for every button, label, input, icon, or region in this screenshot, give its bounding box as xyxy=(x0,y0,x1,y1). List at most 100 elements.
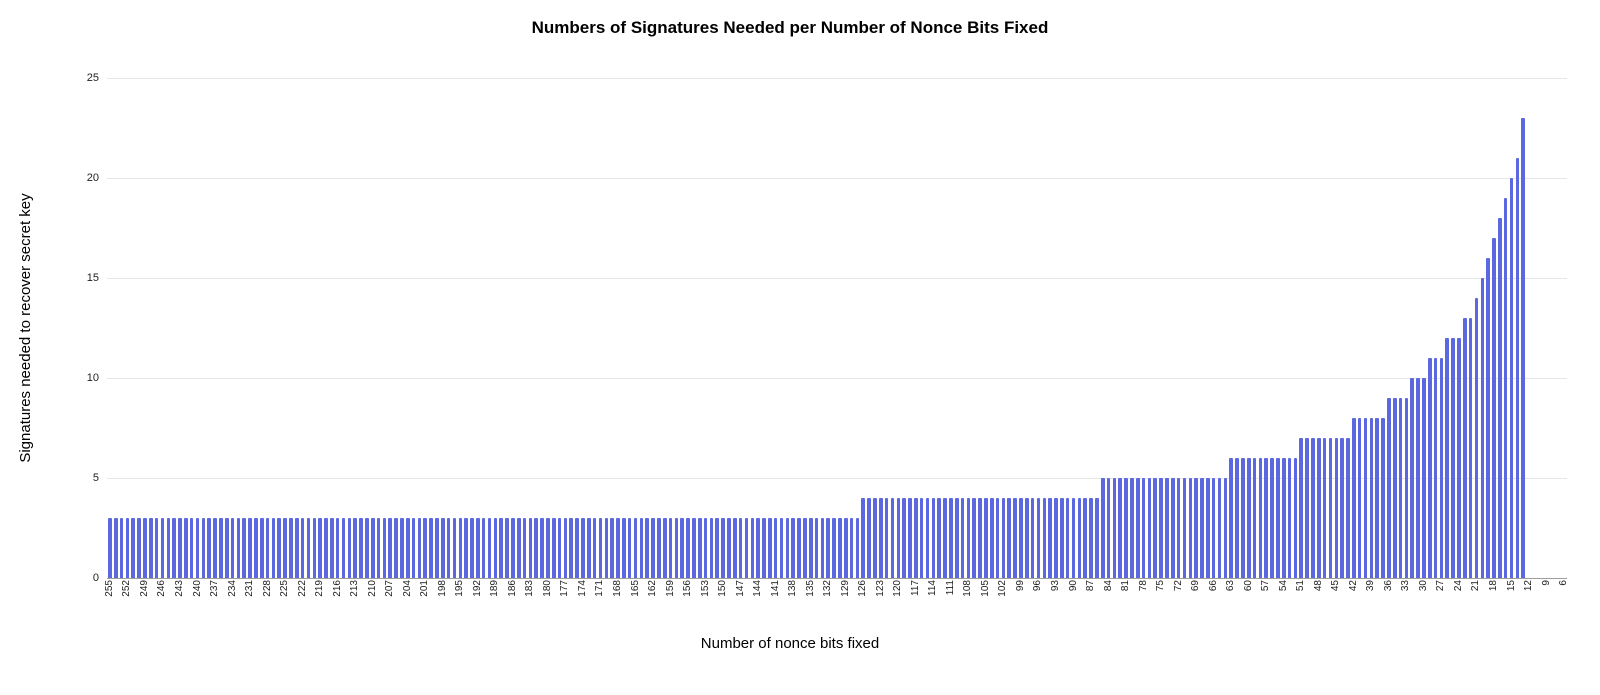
bar xyxy=(820,518,825,578)
x-tick-label: 165 xyxy=(629,580,641,597)
bar xyxy=(1083,498,1087,578)
bar xyxy=(1118,478,1123,578)
x-tick-label: 240 xyxy=(191,580,203,597)
bar xyxy=(528,518,533,578)
y-gridline xyxy=(107,178,1567,179)
bar xyxy=(1433,358,1438,578)
bar xyxy=(154,518,159,578)
x-tick-label: 228 xyxy=(261,580,273,597)
bar xyxy=(1521,118,1525,578)
bar xyxy=(1375,418,1379,578)
bar xyxy=(756,518,760,578)
x-tick-label: 99 xyxy=(1014,580,1026,592)
bar xyxy=(557,518,562,578)
bar xyxy=(1246,458,1251,578)
bar xyxy=(721,518,725,578)
bar xyxy=(762,518,766,578)
x-tick-label: 120 xyxy=(892,580,904,597)
bar xyxy=(1130,478,1134,578)
bar xyxy=(1013,498,1017,578)
x-tick-label: 150 xyxy=(717,580,729,597)
bar xyxy=(1042,498,1047,578)
bar xyxy=(1486,258,1490,578)
bar xyxy=(131,518,136,578)
x-tick-label: 195 xyxy=(454,580,466,597)
bar xyxy=(686,518,690,578)
bar xyxy=(1416,378,1420,578)
bar xyxy=(1060,498,1064,578)
bar xyxy=(160,518,165,578)
bar xyxy=(604,518,609,578)
bar xyxy=(108,518,112,578)
bar xyxy=(1241,458,1245,578)
bar xyxy=(867,498,871,578)
x-tick-label: 192 xyxy=(471,580,483,597)
bar xyxy=(622,518,626,578)
bar xyxy=(960,498,965,578)
bar xyxy=(213,518,217,578)
bar xyxy=(1398,398,1403,578)
bar xyxy=(645,518,649,578)
bar xyxy=(499,518,503,578)
bar xyxy=(382,518,387,578)
bar xyxy=(791,518,795,578)
bar xyxy=(1007,498,1012,578)
x-tick-label: 12 xyxy=(1523,580,1535,592)
bar xyxy=(283,518,287,578)
bar xyxy=(1439,358,1444,578)
y-gridline xyxy=(107,378,1567,379)
x-tick-label: 42 xyxy=(1347,580,1359,592)
bar xyxy=(1311,438,1315,578)
x-tick-label: 126 xyxy=(857,580,869,597)
x-tick-label: 183 xyxy=(524,580,536,597)
x-tick-label: 66 xyxy=(1207,580,1219,592)
bar xyxy=(219,518,223,578)
bar xyxy=(575,518,579,578)
bar xyxy=(458,518,463,578)
bar xyxy=(1299,438,1304,578)
x-axis-title: Number of nonce bits fixed xyxy=(700,635,880,652)
bar xyxy=(1019,498,1023,578)
bar xyxy=(330,518,334,578)
bar xyxy=(651,518,655,578)
x-tick-label: 72 xyxy=(1172,580,1184,592)
bar xyxy=(879,498,883,578)
bar xyxy=(627,518,632,578)
x-tick-label: 6 xyxy=(1558,580,1570,586)
bar xyxy=(522,518,527,578)
bar xyxy=(902,498,906,578)
bar xyxy=(1077,498,1082,578)
bar xyxy=(662,518,667,578)
x-tick-label: 87 xyxy=(1085,580,1097,592)
x-tick-label: 123 xyxy=(874,580,886,597)
bar xyxy=(954,498,959,578)
x-tick-label: 51 xyxy=(1295,580,1307,592)
bar xyxy=(295,518,299,578)
bar xyxy=(248,518,252,578)
bar xyxy=(1346,438,1350,578)
x-tick-label: 15 xyxy=(1505,580,1517,592)
bar xyxy=(1357,418,1362,578)
bar xyxy=(184,518,188,578)
x-tick-label: 147 xyxy=(734,580,746,597)
bar xyxy=(476,518,480,578)
bar xyxy=(1036,498,1041,578)
y-tick-label: 20 xyxy=(86,172,99,184)
bar xyxy=(125,518,130,578)
bar xyxy=(995,498,1000,578)
bar xyxy=(610,518,614,578)
x-tick-label: 252 xyxy=(121,580,133,597)
bar xyxy=(172,518,176,578)
x-tick-label: 189 xyxy=(489,580,501,597)
bar xyxy=(1287,458,1292,578)
x-tick-label: 141 xyxy=(769,580,781,597)
x-tick-label: 60 xyxy=(1242,580,1254,592)
bar xyxy=(113,518,118,578)
bar xyxy=(1147,478,1152,578)
bar xyxy=(598,518,603,578)
x-tick-label: 18 xyxy=(1488,580,1499,592)
y-gridline xyxy=(107,78,1567,79)
x-tick-label: 75 xyxy=(1155,580,1167,592)
bar xyxy=(768,518,772,578)
x-tick-label: 48 xyxy=(1312,580,1324,592)
